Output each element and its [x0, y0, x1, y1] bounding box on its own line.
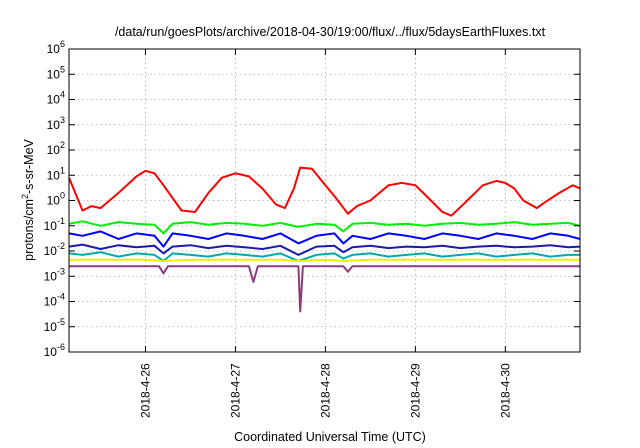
- series-line-7: [69, 265, 580, 313]
- chart-title: /data/run/goesPlots/archive/2018-04-30/1…: [115, 25, 546, 39]
- series-line-4: [68, 243, 581, 256]
- series-line-3: [68, 230, 581, 248]
- x-tick-label: 2018-4-26: [138, 363, 152, 418]
- y-tick-label: 101: [47, 165, 65, 182]
- x-tick-label: 2018-4-28: [318, 363, 332, 418]
- y-tick-label: 10-2: [44, 241, 65, 258]
- y-axis-label-prefix: protons/cm: [22, 199, 36, 261]
- y-axis-label-suffix: -s-sr-MeV: [22, 138, 36, 194]
- y-tick-label: 10-1: [44, 216, 65, 233]
- y-tick-label: 100: [47, 191, 65, 208]
- y-tick-label: 105: [47, 64, 65, 81]
- y-axis-ticks: 10-6 10-5 10-4 10-3 10-2 10-1 100 101 102 103 104 1…: [44, 39, 580, 359]
- series-line-6: [69, 258, 580, 262]
- series-line-5: [68, 251, 580, 262]
- y-tick-label: 10-5: [44, 317, 65, 334]
- y-tick-label: 106: [47, 39, 65, 56]
- x-tick-label: 2018-4-30: [498, 363, 512, 418]
- x-axis-ticks: 2018-4-26 2018-4-27 2018-4-28 2018-4-29 2018…: [138, 49, 512, 418]
- series-group: [68, 166, 581, 313]
- y-tick-label: 10-6: [44, 342, 65, 359]
- y-tick-label: 102: [47, 140, 65, 157]
- y-tick-label: 10-3: [44, 266, 65, 283]
- y-axis-label-superscript: 2: [20, 194, 30, 199]
- y-tick-label: 103: [47, 115, 65, 132]
- grid: [69, 49, 580, 352]
- series-line-1: [68, 166, 581, 217]
- x-tick-label: 2018-4-29: [408, 363, 422, 418]
- y-axis-label: protons/cm2-s-sr-MeV: [20, 138, 36, 260]
- series-line-2: [68, 220, 581, 235]
- y-tick-label: 10-4: [44, 292, 65, 309]
- y-tick-label: 104: [47, 90, 65, 107]
- x-tick-label: 2018-4-27: [228, 363, 242, 418]
- x-axis-label: Coordinated Universal Time (UTC): [234, 430, 426, 444]
